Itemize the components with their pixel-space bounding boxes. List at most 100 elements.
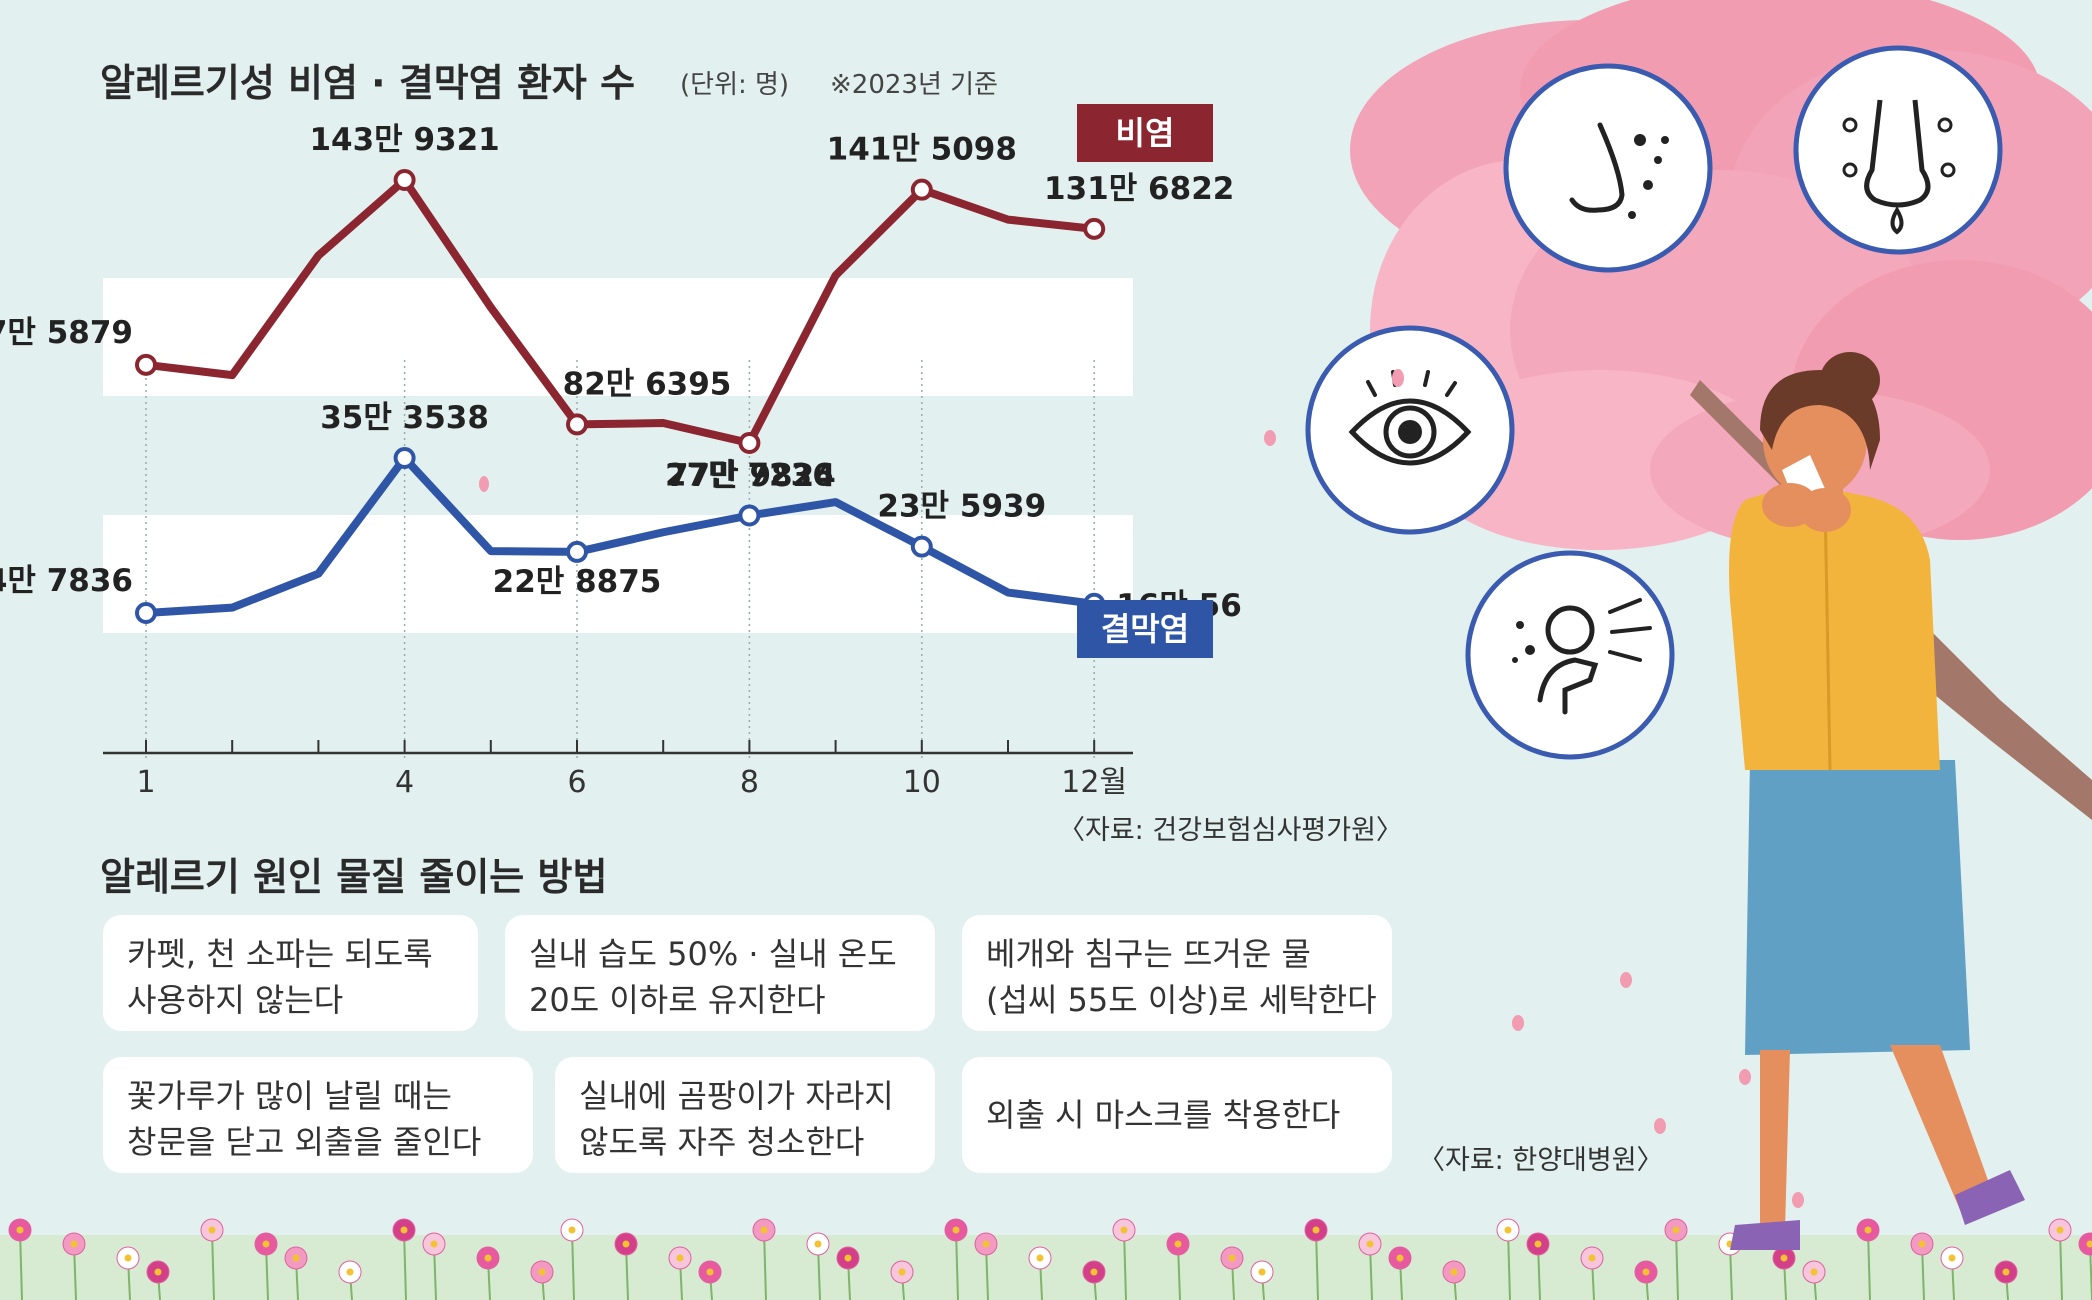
flower-center <box>16 1226 24 1234</box>
flower-center <box>1036 1254 1044 1262</box>
flower-center <box>1450 1268 1458 1276</box>
flower-center <box>1918 1240 1926 1248</box>
flower-center <box>2086 1240 2092 1248</box>
tip-card: 꽃가루가 많이 날릴 때는 창문을 닫고 외출을 줄인다 <box>103 1057 533 1173</box>
data-label: 141만 5098 <box>827 132 1017 168</box>
data-label: 14만 7836 <box>0 563 133 599</box>
flower-center <box>1504 1226 1512 1234</box>
flower-center <box>2056 1226 2064 1234</box>
flower-stem <box>2059 1229 2063 1300</box>
conjunctivitis-band <box>103 515 1133 633</box>
tip-line: 20도 이하로 유지한다 <box>529 981 826 1019</box>
data-point <box>566 413 588 436</box>
data-point <box>393 169 416 191</box>
data-point <box>393 447 416 469</box>
data-label: 22만 8875 <box>493 564 662 600</box>
chart-source: 〈자료: 건강보험심사평가원〉 <box>1058 815 1403 846</box>
chart-title: 알레르기성 비염 · 결막염 환자 수 <box>100 61 636 105</box>
rhinitis-band <box>103 278 1133 396</box>
data-point <box>566 540 588 563</box>
flower-center <box>1396 1254 1404 1262</box>
tips-title: 알레르기 원인 물질 줄이는 방법 <box>100 855 608 899</box>
data-point <box>1083 217 1106 240</box>
flower-center <box>814 1240 822 1248</box>
tip-card: 실내에 곰팡이가 자라지 않도록 자주 청소한다 <box>555 1057 935 1173</box>
flower-center <box>844 1254 852 1262</box>
flower-center <box>1588 1254 1596 1262</box>
data-point <box>910 535 933 558</box>
line-chart: 1 4 6 8 10 12월 97만 5879 143만 9321 82만 6395 77만 98… <box>0 122 1242 800</box>
tip-line: (섭씨 55도 이상)로 세탁한다 <box>986 981 1377 1019</box>
flower-center <box>1120 1226 1128 1234</box>
tip-line: 외출 시 마스크를 착용한다 <box>986 1096 1341 1134</box>
tips-source: 〈자료: 한양대병원〉 <box>1418 1145 1664 1176</box>
flower-center <box>154 1268 162 1276</box>
tip-card: 실내 습도 50% · 실내 온도 20도 이하로 유지한다 <box>505 915 935 1031</box>
flower-center <box>982 1240 990 1248</box>
flower-center <box>676 1254 684 1262</box>
flower-center <box>1672 1226 1680 1234</box>
flower-center <box>1810 1268 1818 1276</box>
tip-line: 창문을 닫고 외출을 줄인다 <box>127 1123 482 1161</box>
flower-stem <box>19 1229 23 1300</box>
data-label: 131만 6822 <box>1044 171 1234 207</box>
tip-line: 않도록 자주 청소한다 <box>579 1123 865 1161</box>
flowers-decoration <box>8 1218 2092 1300</box>
flower-center <box>1312 1226 1320 1234</box>
data-label: 77만 9824 <box>667 458 836 494</box>
tip-line: 실내에 곰팡이가 자라지 <box>579 1077 894 1115</box>
legend-rhinitis-badge: 비염 <box>1077 104 1213 162</box>
flower <box>2078 1232 2092 1256</box>
series-line-rhinitis <box>142 176 1099 447</box>
data-point <box>910 178 933 201</box>
tip-line: 사용하지 않는다 <box>127 981 344 1019</box>
flower-center <box>568 1226 576 1234</box>
x-tick-label: 8 <box>740 765 759 800</box>
nose-pollen-icon <box>1503 63 1713 273</box>
woman-sneezing-illustration <box>1729 352 2025 1250</box>
data-label: 82만 6395 <box>563 366 732 402</box>
x-tick-label: 6 <box>567 765 586 800</box>
tip-card: 베개와 침구는 뜨거운 물 (섭씨 55도 이상)로 세탁한다 <box>962 915 1392 1031</box>
flower-stem <box>955 1229 959 1300</box>
flower-center <box>538 1268 546 1276</box>
flower-center <box>124 1254 132 1262</box>
flower-stem <box>763 1229 767 1300</box>
flower-stem <box>1315 1229 1319 1300</box>
flower-center <box>346 1268 354 1276</box>
flower-center <box>2002 1268 2010 1276</box>
data-label: 97만 5879 <box>0 315 133 351</box>
legend-conjunctivitis-badge: 결막염 <box>1077 600 1213 658</box>
sneeze-icon <box>1465 550 1675 760</box>
tip-line: 꽃가루가 많이 날릴 때는 <box>127 1077 452 1115</box>
flower-center <box>262 1240 270 1248</box>
tip-card: 외출 시 마스크를 착용한다 <box>962 1057 1392 1173</box>
tip-line: 실내 습도 50% · 실내 온도 <box>529 935 897 973</box>
flower-center <box>622 1240 630 1248</box>
data-point <box>135 353 157 376</box>
chart-unit: (단위: 명) <box>680 70 790 100</box>
flower-center <box>952 1226 960 1234</box>
flower-center <box>706 1268 714 1276</box>
flower-center <box>1228 1254 1236 1262</box>
flower-center <box>430 1240 438 1248</box>
flower-stem <box>1867 1229 1871 1300</box>
itchy-eye-icon <box>1305 325 1515 535</box>
tip-line: 베개와 침구는 뜨거운 물 <box>986 935 1311 973</box>
chart-basis-note: ※2023년 기준 <box>830 70 998 100</box>
tip-line: 카펫, 천 소파는 되도록 <box>127 935 433 973</box>
data-point <box>738 504 761 527</box>
x-tick-label: 4 <box>395 765 414 800</box>
flower-center <box>1258 1268 1266 1276</box>
data-point <box>738 432 761 454</box>
data-label: 143만 9321 <box>309 122 499 158</box>
data-label: 35만 3538 <box>320 400 489 436</box>
x-tick-label: 10 <box>903 765 941 800</box>
flower-center <box>1948 1254 1956 1262</box>
flower-stem <box>1123 1229 1127 1300</box>
flower-center <box>1090 1268 1098 1276</box>
flower-center <box>400 1226 408 1234</box>
flower-center <box>208 1226 216 1234</box>
flower-stem <box>211 1229 215 1300</box>
series-line-conjunctivitis <box>142 454 1099 617</box>
